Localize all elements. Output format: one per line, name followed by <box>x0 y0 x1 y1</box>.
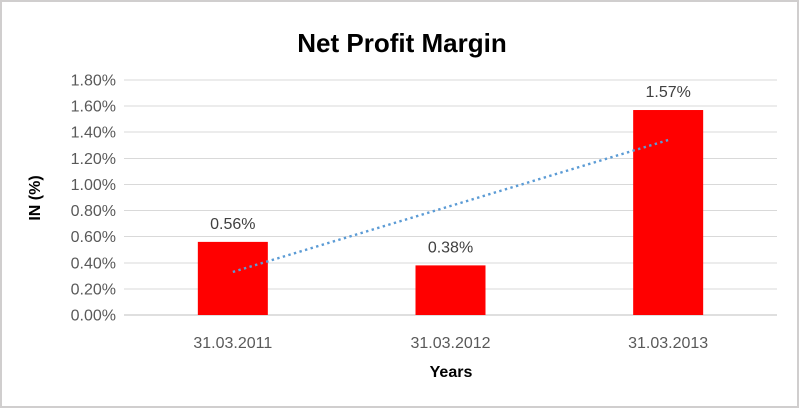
bar-data-label: 0.56% <box>210 216 255 233</box>
plot-area: 0.00% 0.20% 0.40% 0.60% 0.80% 1.00% 1.20% 1.40%… <box>71 73 777 352</box>
y-tick-label: 0.00% <box>71 308 116 325</box>
y-tick-label: 0.60% <box>71 229 116 246</box>
x-tick-label: 31.03.2012 <box>410 335 490 352</box>
y-tick-label: 0.40% <box>71 255 116 272</box>
x-tick-label: 31.03.2011 <box>193 335 272 352</box>
bar <box>415 265 486 315</box>
y-tick-label: 0.80% <box>71 203 116 220</box>
y-axis-title: IN (%) <box>27 175 44 220</box>
chart-title: Net Profit Margin <box>297 28 506 58</box>
trendline <box>232 138 669 274</box>
y-tick-label: 1.40% <box>71 125 116 142</box>
y-tick-label: 1.20% <box>71 151 116 168</box>
bar <box>197 241 268 315</box>
x-axis-title: Years <box>430 364 473 381</box>
y-tick-label: 1.80% <box>71 73 116 90</box>
y-tick-label: 1.60% <box>71 99 116 116</box>
y-tick-label: 1.00% <box>71 177 116 194</box>
bar-data-label: 0.38% <box>428 239 473 256</box>
bar <box>633 110 704 316</box>
y-tick-label: 0.20% <box>71 281 116 298</box>
x-tick-label: 31.03.2013 <box>628 335 708 352</box>
bar-data-label: 1.57% <box>645 84 690 101</box>
